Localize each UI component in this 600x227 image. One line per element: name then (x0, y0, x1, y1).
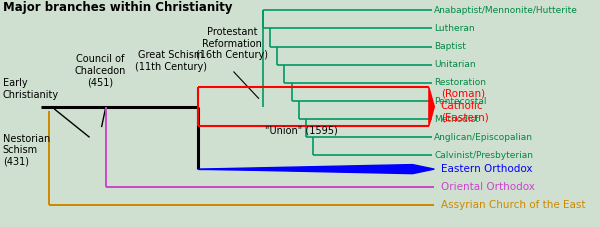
Text: Great Schism
(11th Century): Great Schism (11th Century) (135, 50, 207, 72)
Polygon shape (429, 87, 434, 126)
Text: Early
Christianity: Early Christianity (3, 78, 59, 100)
Text: Council of
Chalcedon
(451): Council of Chalcedon (451) (75, 54, 126, 87)
Text: Pentecostal: Pentecostal (434, 96, 487, 106)
Text: Major branches within Christianity: Major branches within Christianity (3, 1, 232, 14)
Text: Anabaptist/Mennonite/Hutterite: Anabaptist/Mennonite/Hutterite (434, 6, 578, 15)
Text: Eastern Orthodox: Eastern Orthodox (441, 164, 532, 174)
Text: Baptist: Baptist (434, 42, 466, 51)
Text: Calvinist/Presbyterian: Calvinist/Presbyterian (434, 151, 533, 160)
Text: Assyrian Church of the East: Assyrian Church of the East (441, 200, 586, 210)
Text: Methodist: Methodist (434, 115, 479, 124)
Text: Oriental Orthodox: Oriental Orthodox (441, 182, 535, 192)
Text: Unitarian: Unitarian (434, 60, 476, 69)
Text: (Roman)
Catholic
(Eastern): (Roman) Catholic (Eastern) (441, 89, 488, 122)
Polygon shape (198, 165, 434, 174)
Text: Lutheran: Lutheran (434, 24, 475, 33)
Text: Anglican/Episcopalian: Anglican/Episcopalian (434, 133, 533, 142)
Text: Restoration: Restoration (434, 78, 487, 87)
Text: Nestorian
Schism
(431): Nestorian Schism (431) (3, 134, 50, 167)
Text: Protestant
Reformation
(16th Century): Protestant Reformation (16th Century) (196, 27, 268, 60)
Text: "Union" (1595): "Union" (1595) (265, 125, 338, 135)
